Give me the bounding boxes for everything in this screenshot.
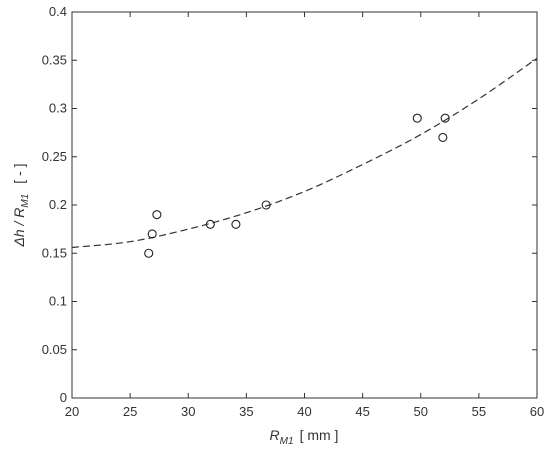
x-tick-label: 60	[530, 404, 544, 419]
y-tick-label: 0.1	[49, 294, 67, 309]
x-tick-label: 55	[472, 404, 486, 419]
data-point	[231, 219, 241, 229]
data-point	[205, 219, 215, 229]
markers-group	[144, 113, 450, 258]
y-axis-label: Δh / RM1[ - ]	[11, 163, 31, 247]
x-axis-label: RM1[ mm ]	[270, 427, 339, 447]
x-tick-label: 25	[123, 404, 137, 419]
x-tick-label: 50	[414, 404, 428, 419]
data-point	[261, 200, 271, 210]
y-tick-label: 0.05	[42, 342, 67, 357]
y-tick-label: 0.15	[42, 245, 67, 260]
x-tick-label: 45	[355, 404, 369, 419]
data-point	[152, 210, 162, 220]
y-tick-label: 0.4	[49, 4, 67, 19]
x-tick-label: 20	[65, 404, 79, 419]
data-point	[147, 229, 157, 239]
data-point	[412, 113, 422, 123]
y-tick-label: 0.35	[42, 52, 67, 67]
y-tick-label: 0	[60, 390, 67, 405]
y-tick-label: 0.25	[42, 149, 67, 164]
tick-labels-group: 20 25 30 35 40 45 50 55 60 0 0.05 0.1 0.15 0.2 0.25 0.3…	[42, 4, 545, 419]
x-tick-label: 40	[297, 404, 311, 419]
data-point	[438, 132, 448, 142]
y-tick-label: 0.2	[49, 197, 67, 212]
plot-area	[71, 11, 538, 399]
x-tick-label: 30	[181, 404, 195, 419]
data-point	[144, 248, 154, 258]
y-tick-label: 0.3	[49, 101, 67, 116]
data-point	[440, 113, 450, 123]
ticks-group	[71, 11, 538, 399]
x-tick-label: 35	[239, 404, 253, 419]
